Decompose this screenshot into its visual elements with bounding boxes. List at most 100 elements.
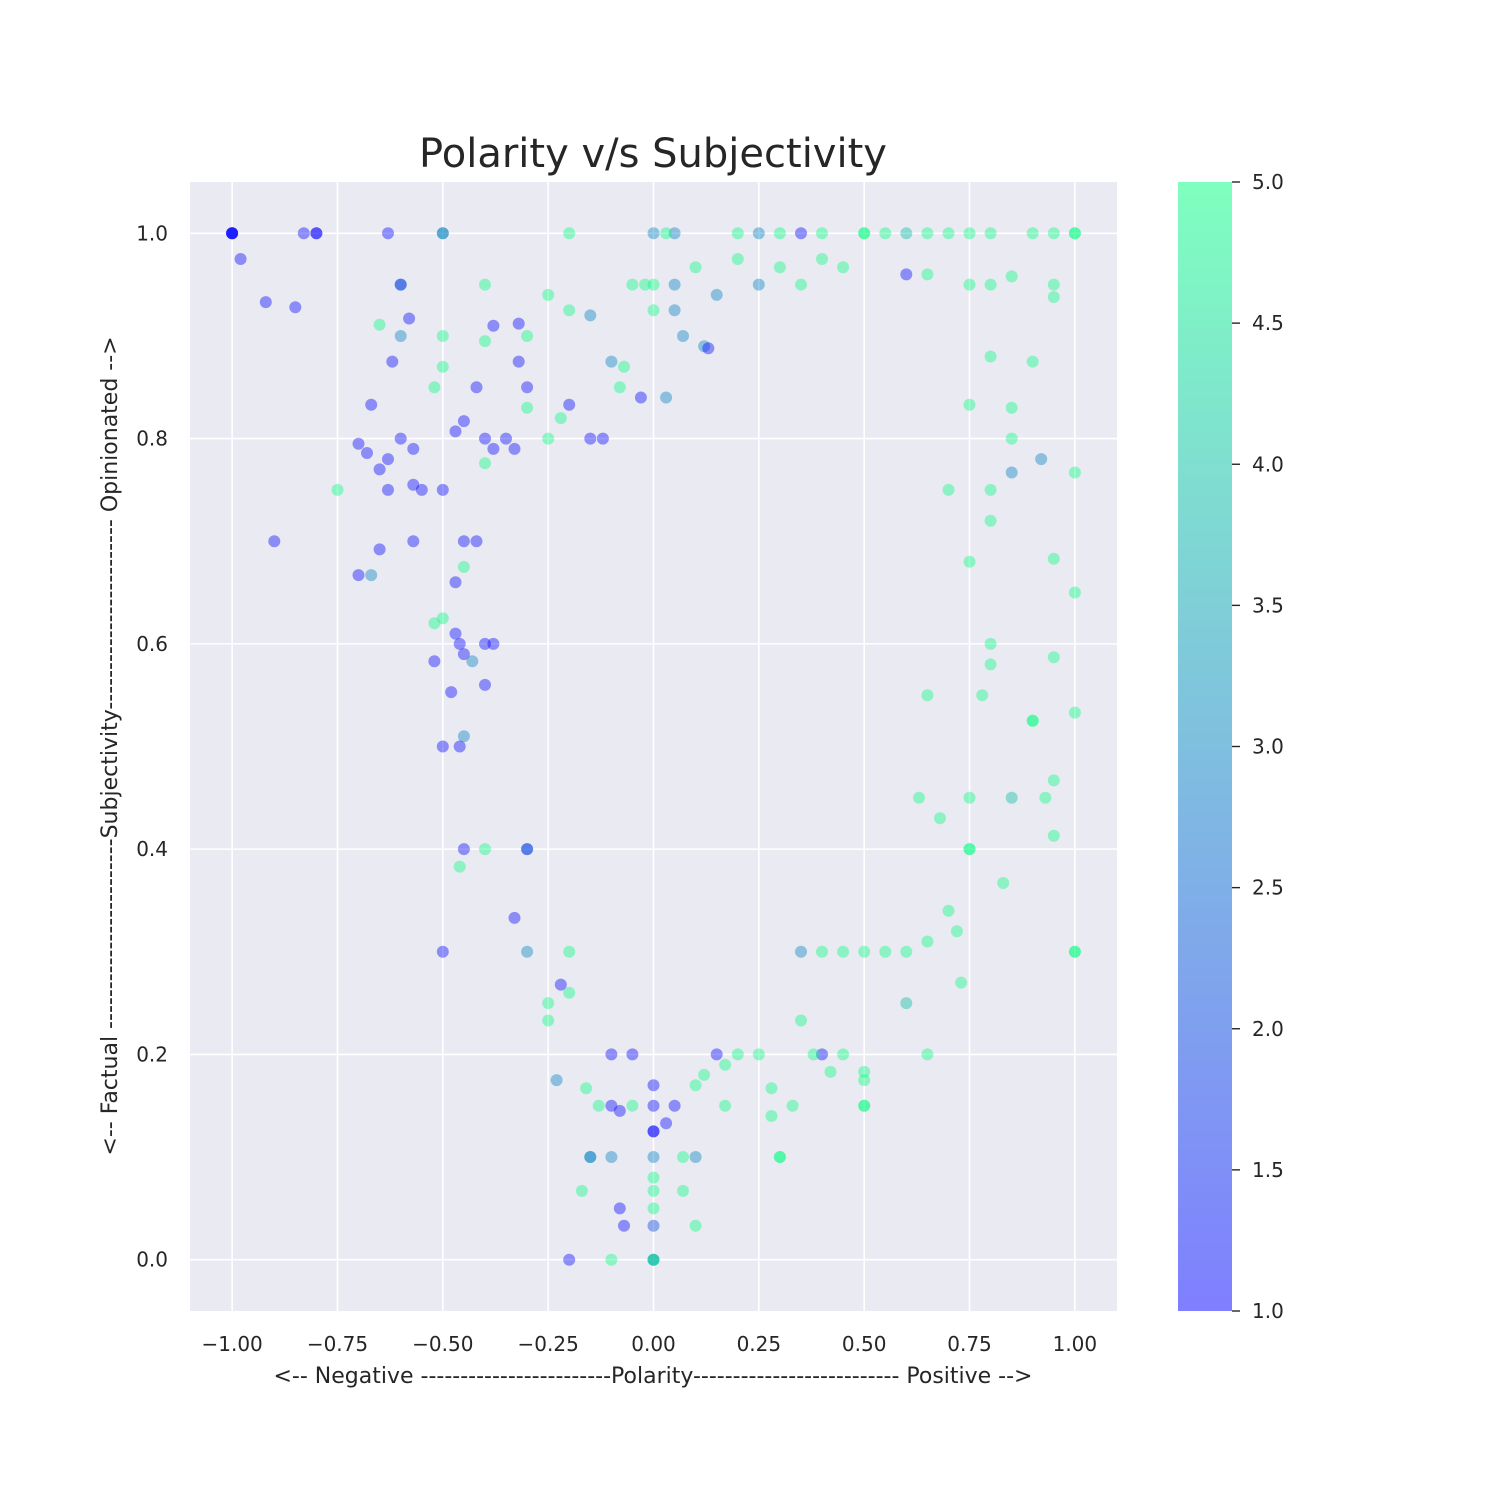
scatter-point <box>554 412 567 425</box>
scatter-point <box>647 1253 660 1266</box>
scatter-point <box>226 227 239 240</box>
scatter-point <box>542 997 555 1010</box>
scatter-point <box>479 678 491 691</box>
y-axis-label: <-- Factual ------------------------Subj… <box>98 336 123 1155</box>
scatter-point <box>508 911 521 924</box>
scatter-point <box>470 535 483 548</box>
scatter-point <box>647 1253 660 1266</box>
scatter-point <box>521 945 534 958</box>
scatter-point <box>394 330 407 342</box>
scatter-point <box>963 227 976 240</box>
scatter-point <box>837 1048 850 1061</box>
scatter-point <box>1047 278 1060 291</box>
scatter-point <box>689 261 702 274</box>
scatter-point <box>407 442 420 455</box>
scatter-point <box>436 227 449 240</box>
scatter-point <box>858 227 871 240</box>
scatter-point <box>512 355 525 368</box>
scatter-point <box>1068 945 1081 958</box>
scatter-point <box>984 483 997 496</box>
scatter-point <box>634 391 647 404</box>
scatter-point <box>563 986 576 999</box>
scatter-point <box>765 1082 778 1095</box>
colorbar-tick-label: 2.0 <box>1252 1017 1284 1041</box>
scatter-point <box>976 689 989 702</box>
scatter-point <box>584 432 597 445</box>
scatter-point <box>226 227 239 240</box>
scatter-point <box>521 843 534 856</box>
scatter-point <box>479 335 491 348</box>
scatter-point <box>626 1048 639 1061</box>
scatter-point <box>457 415 470 428</box>
x-tick-label: 0.25 <box>737 1332 782 1356</box>
scatter-point <box>677 1151 689 1163</box>
scatter-point <box>677 330 689 342</box>
scatter-point <box>984 227 997 240</box>
scatter-point <box>900 945 913 958</box>
scatter-point <box>731 227 744 240</box>
scatter-point <box>677 1184 689 1197</box>
scatter-point <box>858 1065 871 1078</box>
y-tick-label: 1.0 <box>136 221 168 245</box>
scatter-point <box>647 1099 660 1112</box>
scatter-point <box>542 432 555 445</box>
scatter-point <box>647 278 660 291</box>
scatter-point <box>913 791 925 804</box>
x-tick-label: 0.50 <box>842 1332 887 1356</box>
x-tick-label: 1.00 <box>1053 1332 1098 1356</box>
scatter-point <box>618 1219 630 1232</box>
scatter-point <box>879 945 892 958</box>
scatter-point <box>512 317 525 330</box>
scatter-point <box>613 1104 626 1117</box>
scatter-point <box>795 227 807 240</box>
chart-title: Polarity v/s Subjectivity <box>419 131 887 177</box>
scatter-point <box>521 381 534 394</box>
scatter-point <box>352 569 365 582</box>
scatter-point <box>921 935 934 948</box>
scatter-point <box>605 1151 618 1163</box>
scatter-point <box>386 355 399 368</box>
colorbar-tick-label: 4.0 <box>1252 452 1284 476</box>
scatter-point <box>837 945 850 958</box>
scatter-point <box>942 904 955 917</box>
scatter-point <box>668 304 681 317</box>
scatter-point <box>950 925 963 938</box>
scatter-point <box>731 253 744 265</box>
scatter-point <box>647 1125 660 1138</box>
scatter-point <box>765 1110 778 1122</box>
x-tick-labels: −1.00 −0.75 −0.50 −0.25 0.00 0.25 0.50 0.75 1.00 <box>201 1332 1097 1356</box>
scatter-point <box>584 309 597 322</box>
scatter-point <box>521 401 534 414</box>
grid <box>190 182 1117 1311</box>
scatter-point <box>613 381 626 394</box>
scatter-point <box>963 555 976 568</box>
scatter-point <box>689 1219 702 1232</box>
y-tick-labels: 0.0 0.2 0.4 0.6 0.8 1.0 <box>136 221 168 1271</box>
scatter-point <box>963 791 976 804</box>
scatter-point <box>445 686 458 699</box>
scatter-point <box>647 1079 660 1092</box>
scatter-point <box>479 278 491 291</box>
scatter-point <box>858 1099 871 1112</box>
scatter-point <box>647 1202 660 1215</box>
scatter-point <box>773 227 786 240</box>
scatter-point <box>394 432 407 445</box>
scatter-point <box>647 304 660 317</box>
scatter-point <box>1068 227 1081 240</box>
scatter-point <box>1068 945 1081 958</box>
scatter-point <box>626 278 639 291</box>
x-tick-label: −0.75 <box>307 1332 368 1356</box>
scatter-point <box>428 617 441 630</box>
scatter-point <box>858 1099 871 1112</box>
scatter-point <box>1047 829 1060 842</box>
scatter-point <box>479 637 491 650</box>
scatter-point <box>310 227 323 240</box>
colorbar-tick-label: 1.5 <box>1252 1158 1284 1182</box>
scatter-point <box>689 1151 702 1163</box>
scatter-point <box>719 1058 732 1071</box>
scatter-point <box>752 278 765 291</box>
scatter-point <box>731 1048 744 1061</box>
scatter-point <box>365 569 378 582</box>
scatter-point <box>984 514 997 527</box>
